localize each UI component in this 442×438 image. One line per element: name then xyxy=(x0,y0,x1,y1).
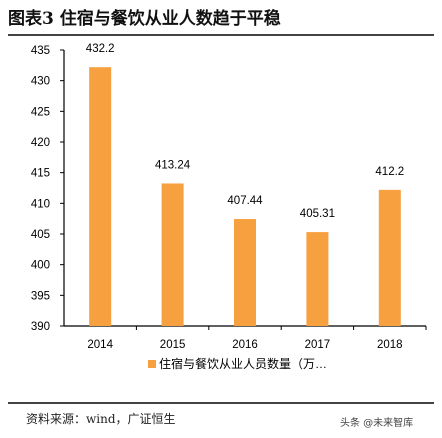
x-tick-label-2016: 2016 xyxy=(232,339,258,351)
x-tick-label-2017: 2017 xyxy=(305,339,331,351)
data-label-2018: 412.2 xyxy=(375,166,404,178)
bar-2015 xyxy=(161,183,184,326)
y-tick-label: 425 xyxy=(31,106,50,118)
y-tick-label: 430 xyxy=(31,76,50,88)
x-tick-label-2015: 2015 xyxy=(160,339,186,351)
y-tick-label: 410 xyxy=(31,198,50,210)
bar-2018 xyxy=(378,189,401,326)
data-label-2017: 405.31 xyxy=(300,208,335,220)
source-note: 资料来源：wind，广证恒生 xyxy=(26,412,176,426)
x-tick-label-2018: 2018 xyxy=(377,339,403,351)
y-tick-label: 390 xyxy=(31,321,50,333)
data-label-2016: 407.44 xyxy=(227,195,263,207)
data-label-2015: 413.24 xyxy=(155,159,191,171)
y-tick-label: 405 xyxy=(31,229,50,241)
y-tick-label: 415 xyxy=(31,168,50,180)
bar-chart: 390 395 400 405 410 415 420 425 430 435 432.2 2014 4… xyxy=(31,43,427,371)
bar-2016 xyxy=(234,219,256,326)
data-label-2014: 432.2 xyxy=(86,43,115,55)
y-tick-label: 435 xyxy=(31,45,50,57)
chart-title: 图表3 住宿与餐饮从业人数趋于平稳 xyxy=(8,9,281,29)
watermark: 头条 @未来智库 xyxy=(340,418,414,429)
source-divider xyxy=(8,402,434,404)
bar-2014 xyxy=(89,67,112,326)
y-tick-label: 395 xyxy=(31,290,50,302)
legend-swatch xyxy=(148,360,156,368)
y-tick-label: 400 xyxy=(31,260,50,272)
y-tick-label: 420 xyxy=(31,137,50,149)
title-divider xyxy=(8,34,434,36)
x-tick-label-2014: 2014 xyxy=(87,339,113,351)
legend-label: 住宿与餐饮从业人员数量（万… xyxy=(159,356,327,371)
bar-2017 xyxy=(306,232,329,326)
